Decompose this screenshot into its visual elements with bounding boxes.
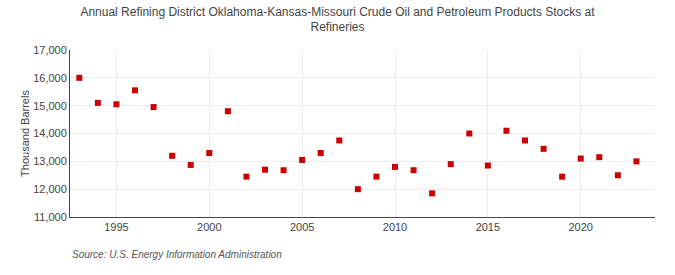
svg-text:12,000: 12,000 bbox=[33, 183, 67, 195]
svg-text:13,000: 13,000 bbox=[33, 155, 67, 167]
svg-text:2015: 2015 bbox=[476, 221, 500, 233]
svg-text:2005: 2005 bbox=[290, 221, 314, 233]
svg-text:2020: 2020 bbox=[568, 221, 592, 233]
svg-text:17,000: 17,000 bbox=[33, 44, 67, 56]
svg-text:2010: 2010 bbox=[383, 221, 407, 233]
svg-text:1995: 1995 bbox=[104, 221, 128, 233]
svg-text:11,000: 11,000 bbox=[34, 211, 67, 223]
svg-text:Source: U.S. Energy Informatio: Source: U.S. Energy Information Administ… bbox=[72, 249, 282, 260]
svg-text:Thousand Barrels: Thousand Barrels bbox=[19, 90, 31, 177]
svg-text:Annual Refining District Oklah: Annual Refining District Oklahoma-Kansas… bbox=[80, 5, 595, 35]
svg-text:15,000: 15,000 bbox=[33, 100, 67, 112]
svg-text:2000: 2000 bbox=[197, 221, 221, 233]
svg-text:16,000: 16,000 bbox=[33, 72, 67, 84]
svg-text:14,000: 14,000 bbox=[33, 127, 67, 139]
